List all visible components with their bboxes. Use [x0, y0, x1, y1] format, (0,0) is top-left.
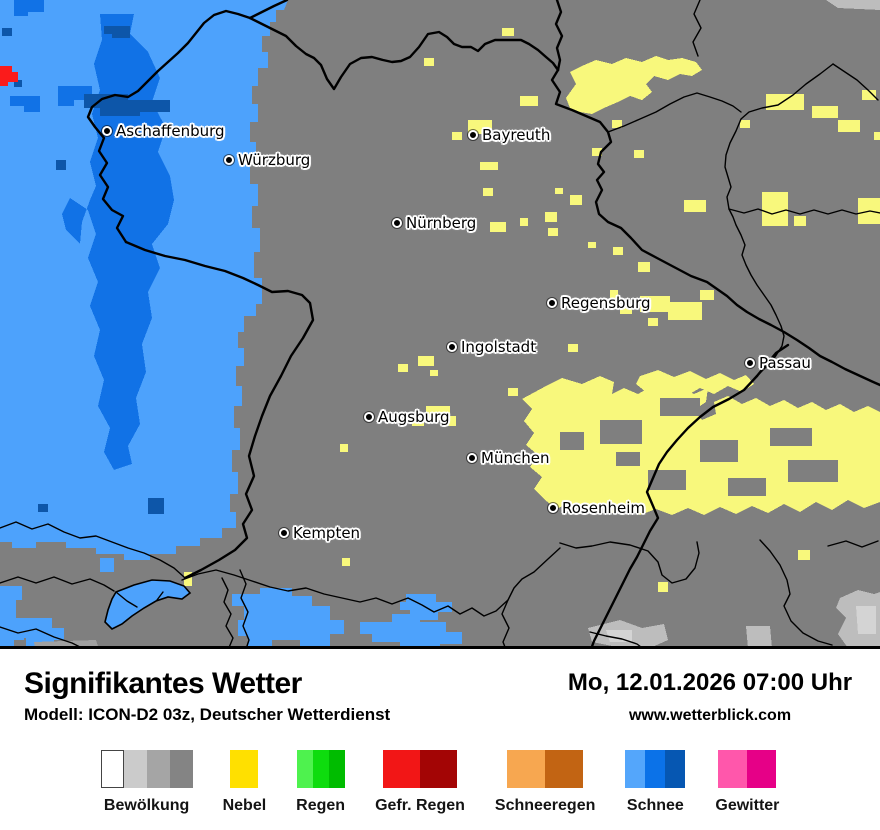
fog-scatter [184, 28, 880, 592]
legend-color-swatch [169, 750, 193, 788]
website-label: www.wetterblick.com [628, 707, 792, 724]
legend-label: Schnee [626, 797, 684, 814]
legend-color-swatch [665, 750, 686, 788]
legend-color-swatch [146, 750, 170, 788]
legend-swatches [507, 750, 584, 788]
model-info: Modell: ICON-D2 03z, Deutscher Wetterdie… [24, 705, 391, 724]
page-title: Signifikantes Wetter [24, 667, 302, 700]
legend-color-swatch [312, 750, 329, 788]
legend-color-swatch [296, 750, 313, 788]
legend-item-2: Regen [296, 750, 345, 815]
footer: Signifikantes Wetter Modell: ICON-D2 03z… [0, 653, 880, 830]
legend-item-3: Gefr. Regen [375, 750, 465, 815]
legend-swatches [718, 750, 777, 788]
legend-color-swatch [328, 750, 345, 788]
legend-color-swatch [419, 750, 457, 788]
legend-swatches [625, 750, 686, 788]
legend-color-swatch [507, 750, 546, 788]
state-borders [86, 0, 880, 653]
weather-map: Aschaffenburg Würzburg Bayreuth Nürnberg Reg… [0, 0, 880, 653]
legend-label: Regen [296, 797, 346, 814]
fog-holes [560, 398, 838, 496]
legend-item-0: Bewölkung [100, 750, 193, 815]
snow-region-dark [2, 26, 170, 514]
legend-color-swatch [230, 750, 259, 788]
minor-borders [0, 0, 880, 653]
legend-color-swatch [123, 750, 147, 788]
legend-color-swatch [545, 750, 584, 788]
legend-item-5: Schnee [625, 750, 686, 815]
legend-color-swatch [718, 750, 748, 788]
legend-color-swatch [747, 750, 777, 788]
legend: Bewölkung Nebel Regen Gefr. Regen Schneerege… [0, 750, 880, 815]
map-frame-bottom [0, 646, 880, 649]
lake-bodensee [104, 579, 192, 630]
legend-label: Gefr. Regen [375, 797, 465, 814]
legend-color-swatch [100, 750, 124, 788]
legend-color-swatch [645, 750, 666, 788]
map-frame-gap [0, 649, 880, 653]
freezing-rain-patch [0, 66, 18, 86]
legend-item-6: Gewitter [715, 750, 779, 815]
legend-swatches [382, 750, 457, 788]
legend-item-1: Nebel [222, 750, 267, 815]
legend-label: Nebel [222, 797, 267, 814]
snow-region-medium [10, 0, 174, 470]
datetime-label: Mo, 12.01.2026 07:00 Uhr [567, 669, 853, 696]
legend-color-swatch [625, 750, 646, 788]
legend-swatches [230, 750, 259, 788]
legend-label: Schneeregen [494, 797, 596, 814]
cloud-light-patches [34, 0, 880, 652]
legend-label: Bewölkung [103, 797, 190, 814]
legend-swatches [296, 750, 345, 788]
footer-right-block: Mo, 12.01.2026 07:00 Uhr www.wetterblick… [550, 669, 870, 725]
legend-swatches [100, 750, 193, 788]
legend-item-4: Schneeregen [495, 750, 595, 815]
legend-color-swatch [382, 750, 420, 788]
legend-label: Gewitter [715, 797, 780, 814]
